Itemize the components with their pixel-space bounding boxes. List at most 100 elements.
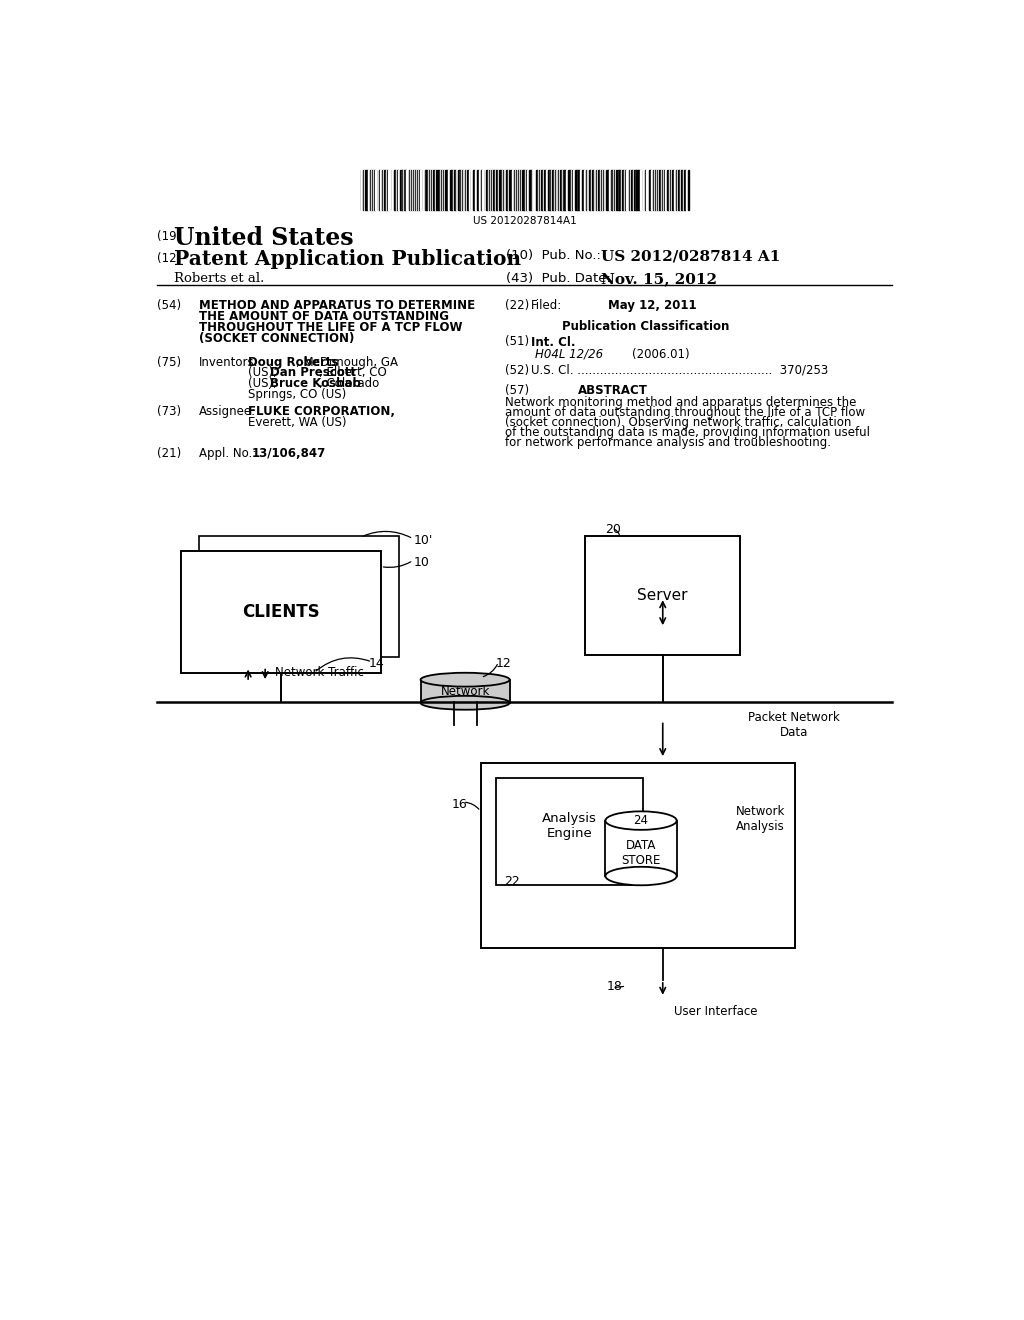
Bar bbox=[677, 170, 678, 210]
Bar bbox=[449, 170, 451, 210]
Text: (54): (54) bbox=[158, 300, 181, 313]
Bar bbox=[433, 170, 435, 210]
Bar bbox=[668, 170, 669, 210]
Bar bbox=[388, 170, 391, 210]
Text: Filed:: Filed: bbox=[531, 300, 562, 313]
Bar bbox=[575, 170, 578, 210]
Text: Int. Cl.: Int. Cl. bbox=[531, 335, 575, 348]
Bar bbox=[436, 170, 439, 210]
Bar bbox=[670, 170, 672, 210]
Bar bbox=[458, 170, 460, 210]
Text: (21): (21) bbox=[158, 447, 181, 461]
Bar bbox=[480, 763, 795, 948]
Bar bbox=[548, 170, 550, 210]
Text: U.S. Cl. ....................................................  370/253: U.S. Cl. ...............................… bbox=[531, 364, 828, 378]
Bar bbox=[621, 170, 623, 210]
Bar bbox=[522, 170, 525, 210]
Text: FLUKE CORPORATION,: FLUKE CORPORATION, bbox=[248, 405, 395, 418]
Bar bbox=[652, 170, 654, 210]
Text: 16: 16 bbox=[452, 797, 468, 810]
Bar bbox=[616, 170, 618, 210]
Bar bbox=[592, 170, 594, 210]
Text: ABSTRACT: ABSTRACT bbox=[578, 384, 647, 397]
Bar bbox=[369, 170, 370, 210]
Text: Everett, WA (US): Everett, WA (US) bbox=[248, 416, 347, 429]
Text: H04L 12/26: H04L 12/26 bbox=[535, 348, 603, 360]
Bar bbox=[370, 170, 372, 210]
Text: (43)  Pub. Date:: (43) Pub. Date: bbox=[506, 272, 611, 285]
Bar bbox=[482, 170, 484, 210]
Bar bbox=[521, 170, 522, 210]
Bar bbox=[597, 170, 598, 210]
Text: , Elbert, CO: , Elbert, CO bbox=[318, 367, 386, 379]
Bar bbox=[475, 170, 477, 210]
Bar bbox=[512, 170, 514, 210]
Bar bbox=[606, 170, 608, 210]
Bar bbox=[518, 170, 520, 210]
Text: Dan Prescott: Dan Prescott bbox=[270, 367, 356, 379]
Text: (19): (19) bbox=[158, 230, 181, 243]
Bar bbox=[394, 170, 396, 210]
Bar bbox=[487, 170, 489, 210]
Bar bbox=[586, 536, 740, 655]
Bar bbox=[568, 170, 571, 210]
Bar bbox=[420, 170, 423, 210]
Bar bbox=[432, 170, 433, 210]
Bar bbox=[536, 170, 538, 210]
Bar bbox=[649, 170, 651, 210]
Bar bbox=[636, 170, 640, 210]
Text: (2006.01): (2006.01) bbox=[632, 348, 689, 360]
Text: (22): (22) bbox=[505, 300, 529, 313]
Ellipse shape bbox=[605, 867, 677, 886]
Bar bbox=[601, 170, 602, 210]
Bar bbox=[466, 170, 467, 210]
Bar bbox=[589, 170, 592, 210]
Bar bbox=[439, 170, 441, 210]
Bar bbox=[509, 170, 512, 210]
Text: 22: 22 bbox=[504, 875, 519, 888]
Bar bbox=[541, 170, 544, 210]
Text: May 12, 2011: May 12, 2011 bbox=[608, 300, 697, 313]
Bar bbox=[471, 170, 473, 210]
Bar bbox=[651, 170, 652, 210]
Text: 12: 12 bbox=[496, 657, 512, 671]
Text: Springs, CO (US): Springs, CO (US) bbox=[248, 388, 346, 401]
Text: for network performance analysis and troubleshooting.: for network performance analysis and tro… bbox=[505, 436, 830, 449]
Bar bbox=[486, 170, 487, 210]
Bar bbox=[496, 170, 498, 210]
Bar bbox=[665, 170, 668, 210]
Bar bbox=[418, 170, 420, 210]
Bar bbox=[564, 170, 566, 210]
Bar bbox=[442, 170, 444, 210]
Ellipse shape bbox=[421, 696, 510, 710]
Text: Network Traffic: Network Traffic bbox=[275, 667, 365, 680]
Text: (US);: (US); bbox=[248, 378, 281, 391]
Text: 18: 18 bbox=[606, 979, 623, 993]
Text: (73): (73) bbox=[158, 405, 181, 418]
Text: (12): (12) bbox=[158, 252, 181, 265]
Bar bbox=[627, 170, 629, 210]
Bar bbox=[540, 170, 541, 210]
Bar bbox=[675, 170, 676, 210]
Bar bbox=[546, 170, 548, 210]
Bar bbox=[366, 170, 369, 210]
Bar bbox=[560, 170, 562, 210]
Bar bbox=[423, 170, 425, 210]
Bar bbox=[634, 170, 636, 210]
Bar bbox=[498, 170, 500, 210]
Text: Network monitoring method and apparatus determines the: Network monitoring method and apparatus … bbox=[505, 396, 856, 409]
Text: (75): (75) bbox=[158, 355, 181, 368]
Text: , Colorado: , Colorado bbox=[318, 378, 379, 391]
Bar bbox=[374, 170, 375, 210]
Bar bbox=[426, 170, 428, 210]
Bar bbox=[500, 170, 502, 210]
Bar bbox=[384, 170, 386, 210]
Text: Server: Server bbox=[638, 587, 688, 603]
Bar bbox=[583, 170, 584, 210]
Bar bbox=[672, 170, 675, 210]
Bar bbox=[640, 170, 643, 210]
Ellipse shape bbox=[421, 673, 510, 686]
Text: Nov. 15, 2012: Nov. 15, 2012 bbox=[601, 272, 717, 286]
Ellipse shape bbox=[605, 812, 677, 830]
Text: Appl. No.:: Appl. No.: bbox=[200, 447, 257, 461]
